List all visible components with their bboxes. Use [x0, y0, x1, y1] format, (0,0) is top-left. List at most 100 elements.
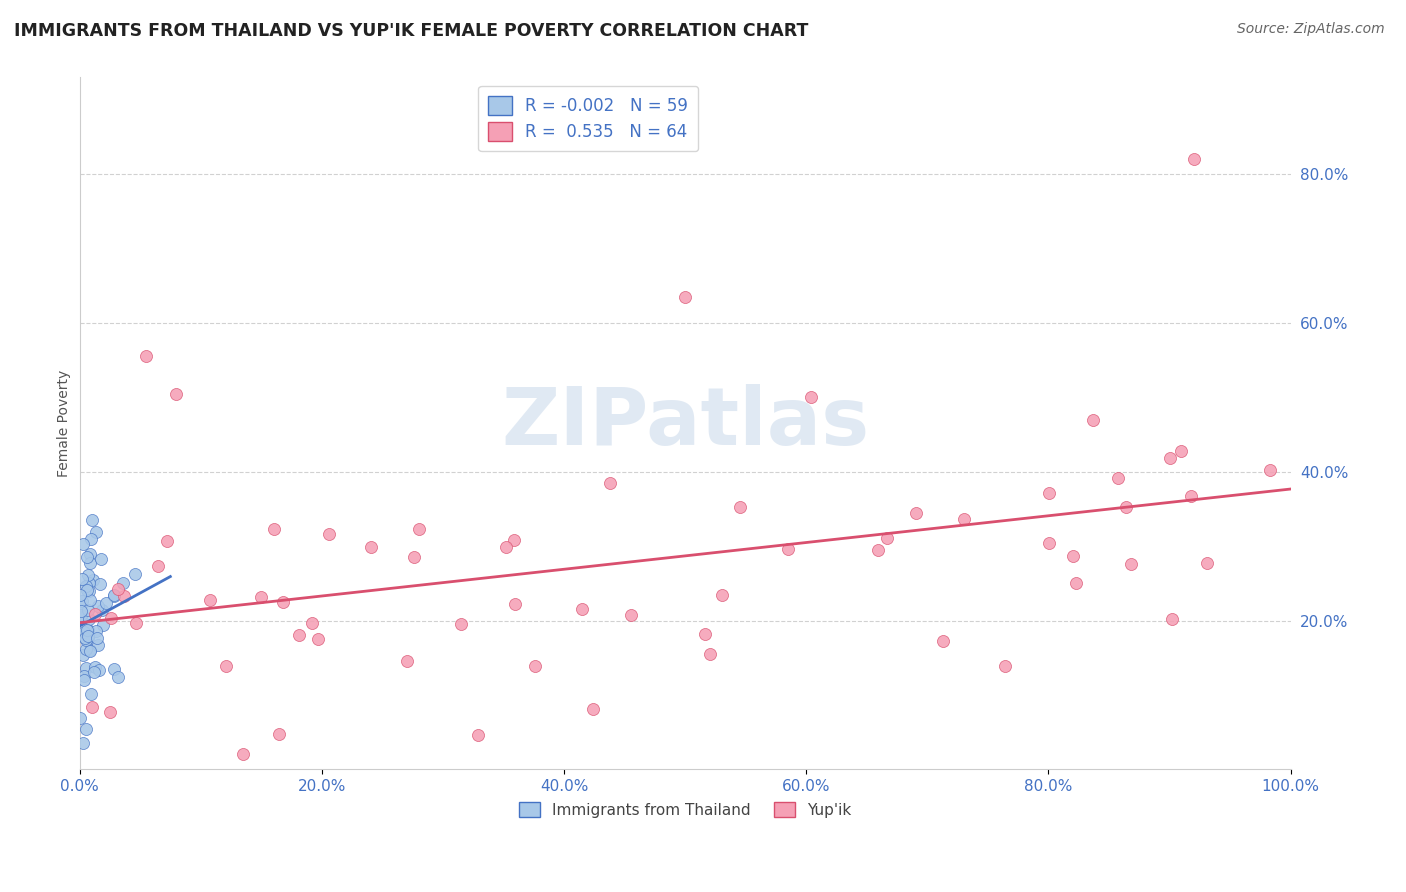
Point: [75, 641, 97, 656]
Point: [263, 522, 285, 536]
Point: [156, 533, 179, 548]
Point: [87, 639, 110, 653]
Point: [994, 658, 1017, 673]
Point: [953, 512, 976, 526]
Point: [866, 542, 889, 557]
Point: [800, 390, 823, 404]
Point: [395, 654, 418, 668]
Point: [571, 602, 593, 616]
Point: [86, 631, 108, 645]
Point: [73, 625, 96, 640]
Point: [450, 616, 472, 631]
Point: [89, 576, 111, 591]
Point: [502, 533, 524, 548]
Point: [523, 658, 546, 673]
Point: [90, 602, 112, 616]
Point: [124, 567, 146, 582]
Point: [402, 549, 425, 564]
Point: [103, 589, 125, 603]
Point: [620, 608, 643, 623]
Point: [80, 532, 103, 546]
Point: [1160, 612, 1182, 626]
Point: [76, 582, 98, 597]
Point: [1170, 444, 1192, 458]
Point: [271, 595, 294, 609]
Point: [69, 611, 91, 625]
Point: [107, 582, 129, 596]
Point: [467, 728, 489, 742]
Point: [80, 700, 103, 714]
Point: [1182, 153, 1205, 167]
Legend: Immigrants from Thailand, Yup'ik: Immigrants from Thailand, Yup'ik: [512, 796, 858, 824]
Point: [76, 628, 98, 642]
Point: [360, 540, 382, 554]
Point: [1038, 485, 1060, 500]
Point: [76, 661, 98, 675]
Point: [599, 475, 621, 490]
Point: [80, 687, 103, 701]
Point: [215, 658, 238, 673]
Point: [83, 607, 105, 621]
Point: [135, 350, 157, 364]
Point: [103, 662, 125, 676]
Point: [249, 590, 271, 604]
Point: [69, 711, 91, 725]
Point: [1038, 535, 1060, 549]
Point: [103, 588, 125, 602]
Point: [1197, 556, 1219, 570]
Point: [80, 513, 103, 527]
Point: [79, 643, 101, 657]
Point: [89, 663, 111, 677]
Text: IMMIGRANTS FROM THAILAND VS YUP'IK FEMALE POVERTY CORRELATION CHART: IMMIGRANTS FROM THAILAND VS YUP'IK FEMAL…: [14, 22, 808, 40]
Point: [83, 665, 105, 679]
Point: [76, 550, 98, 565]
Point: [75, 579, 97, 593]
Point: [94, 596, 117, 610]
Point: [70, 594, 93, 608]
Point: [1062, 549, 1084, 564]
Point: [77, 567, 100, 582]
Point: [84, 525, 107, 540]
Y-axis label: Female Poverty: Female Poverty: [58, 370, 72, 477]
Point: [165, 386, 187, 401]
Point: [84, 659, 107, 673]
Point: [124, 616, 146, 631]
Point: [695, 627, 717, 641]
Point: [1064, 575, 1087, 590]
Point: [318, 527, 340, 541]
Point: [146, 558, 169, 573]
Point: [77, 603, 100, 617]
Point: [84, 624, 107, 639]
Point: [79, 556, 101, 570]
Point: [876, 532, 898, 546]
Point: [77, 631, 100, 645]
Point: [87, 599, 110, 614]
Point: [107, 670, 129, 684]
Point: [77, 584, 100, 599]
Point: [69, 598, 91, 612]
Point: [79, 612, 101, 626]
Point: [98, 705, 121, 719]
Point: [69, 588, 91, 602]
Point: [198, 592, 221, 607]
Point: [72, 573, 94, 587]
Point: [1119, 557, 1142, 571]
Point: [73, 669, 96, 683]
Point: [79, 643, 101, 657]
Point: [1107, 471, 1129, 485]
Point: [75, 722, 97, 736]
Point: [711, 588, 734, 602]
Point: [904, 506, 927, 520]
Point: [582, 702, 605, 716]
Point: [778, 542, 800, 557]
Point: [75, 632, 97, 647]
Point: [495, 540, 517, 554]
Point: [72, 648, 94, 662]
Point: [77, 575, 100, 590]
Point: [1159, 450, 1181, 465]
Point: [72, 537, 94, 551]
Point: [301, 616, 323, 631]
Point: [72, 736, 94, 750]
Point: [408, 522, 430, 536]
Point: [77, 623, 100, 637]
